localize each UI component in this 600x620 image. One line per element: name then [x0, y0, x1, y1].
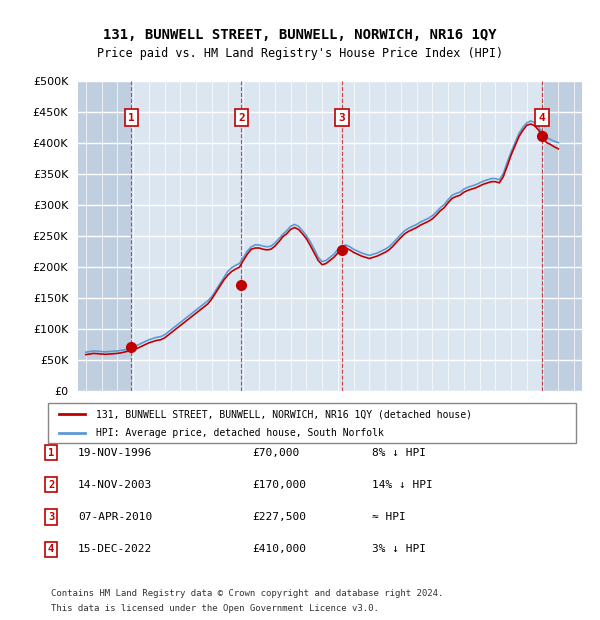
Text: 4: 4 — [48, 544, 54, 554]
Text: £170,000: £170,000 — [252, 480, 306, 490]
Text: 2: 2 — [238, 113, 245, 123]
Bar — [78, 81, 131, 391]
Text: 15-DEC-2022: 15-DEC-2022 — [78, 544, 152, 554]
Text: HPI: Average price, detached house, South Norfolk: HPI: Average price, detached house, Sout… — [95, 428, 383, 438]
Text: 3% ↓ HPI: 3% ↓ HPI — [372, 544, 426, 554]
Text: This data is licensed under the Open Government Licence v3.0.: This data is licensed under the Open Gov… — [51, 603, 379, 613]
Text: 3: 3 — [48, 512, 54, 522]
FancyBboxPatch shape — [48, 403, 576, 443]
Text: 19-NOV-1996: 19-NOV-1996 — [78, 448, 152, 458]
Text: 131, BUNWELL STREET, BUNWELL, NORWICH, NR16 1QY: 131, BUNWELL STREET, BUNWELL, NORWICH, N… — [103, 28, 497, 42]
Text: 4: 4 — [539, 113, 545, 123]
Text: 2: 2 — [48, 480, 54, 490]
Bar — [542, 81, 582, 391]
Text: 07-APR-2010: 07-APR-2010 — [78, 512, 152, 522]
Text: £70,000: £70,000 — [252, 448, 299, 458]
Text: ≈ HPI: ≈ HPI — [372, 512, 406, 522]
Text: Price paid vs. HM Land Registry's House Price Index (HPI): Price paid vs. HM Land Registry's House … — [97, 46, 503, 60]
Text: 3: 3 — [339, 113, 346, 123]
Text: 14% ↓ HPI: 14% ↓ HPI — [372, 480, 433, 490]
Text: Contains HM Land Registry data © Crown copyright and database right 2024.: Contains HM Land Registry data © Crown c… — [51, 589, 443, 598]
Text: 131, BUNWELL STREET, BUNWELL, NORWICH, NR16 1QY (detached house): 131, BUNWELL STREET, BUNWELL, NORWICH, N… — [95, 409, 472, 419]
Text: £410,000: £410,000 — [252, 544, 306, 554]
Text: 1: 1 — [48, 448, 54, 458]
Text: 14-NOV-2003: 14-NOV-2003 — [78, 480, 152, 490]
Text: £227,500: £227,500 — [252, 512, 306, 522]
Text: 8% ↓ HPI: 8% ↓ HPI — [372, 448, 426, 458]
Text: 1: 1 — [128, 113, 134, 123]
